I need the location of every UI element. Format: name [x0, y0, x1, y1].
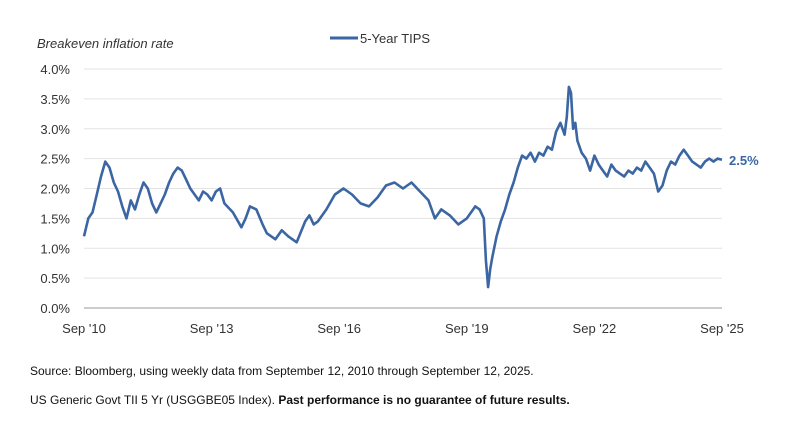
legend: 5-Year TIPS: [330, 31, 430, 46]
y-tick-label: 3.0%: [40, 122, 70, 137]
x-tick-label: Sep '10: [62, 321, 106, 336]
legend-label: 5-Year TIPS: [360, 31, 430, 46]
x-tick-label: Sep '16: [317, 321, 361, 336]
y-tick-label: 2.5%: [40, 152, 70, 167]
y-tick-label: 1.0%: [40, 241, 70, 256]
series-line-5-year-tips: [82, 85, 723, 289]
y-tick-label: 2.0%: [40, 182, 70, 197]
x-tick-label: Sep '22: [573, 321, 617, 336]
series-group: [82, 85, 723, 289]
end-value-label: 2.5%: [729, 153, 759, 168]
x-tick-label: Sep '25: [700, 321, 744, 336]
footnote: US Generic Govt TII 5 Yr (USGGBE05 Index…: [30, 393, 570, 407]
y-tick-label: 0.0%: [40, 301, 70, 316]
x-tick-label: Sep '19: [445, 321, 489, 336]
y-axis-title: Breakeven inflation rate: [37, 36, 174, 51]
y-tick-label: 1.5%: [40, 211, 70, 226]
disclaimer: Past performance is no guarantee of futu…: [278, 393, 570, 407]
y-tick-labels: 0.0% 0.5% 1.0% 1.5% 2.0% 2.5% 3.0% 3.5% 4.0%: [40, 62, 70, 316]
index-note: US Generic Govt TII 5 Yr (USGGBE05 Index…: [30, 393, 279, 407]
source-note: Source: Bloomberg, using weekly data fro…: [30, 364, 534, 378]
x-tick-label: Sep '13: [190, 321, 234, 336]
y-tick-label: 3.5%: [40, 92, 70, 107]
x-tick-labels: Sep '10 Sep '13 Sep '16 Sep '19 Sep '22 Sep '…: [62, 321, 744, 336]
y-tick-label: 4.0%: [40, 62, 70, 77]
chart: Breakeven inflation rate 5-Year TIPS 0.0…: [37, 31, 759, 336]
y-tick-label: 0.5%: [40, 271, 70, 286]
